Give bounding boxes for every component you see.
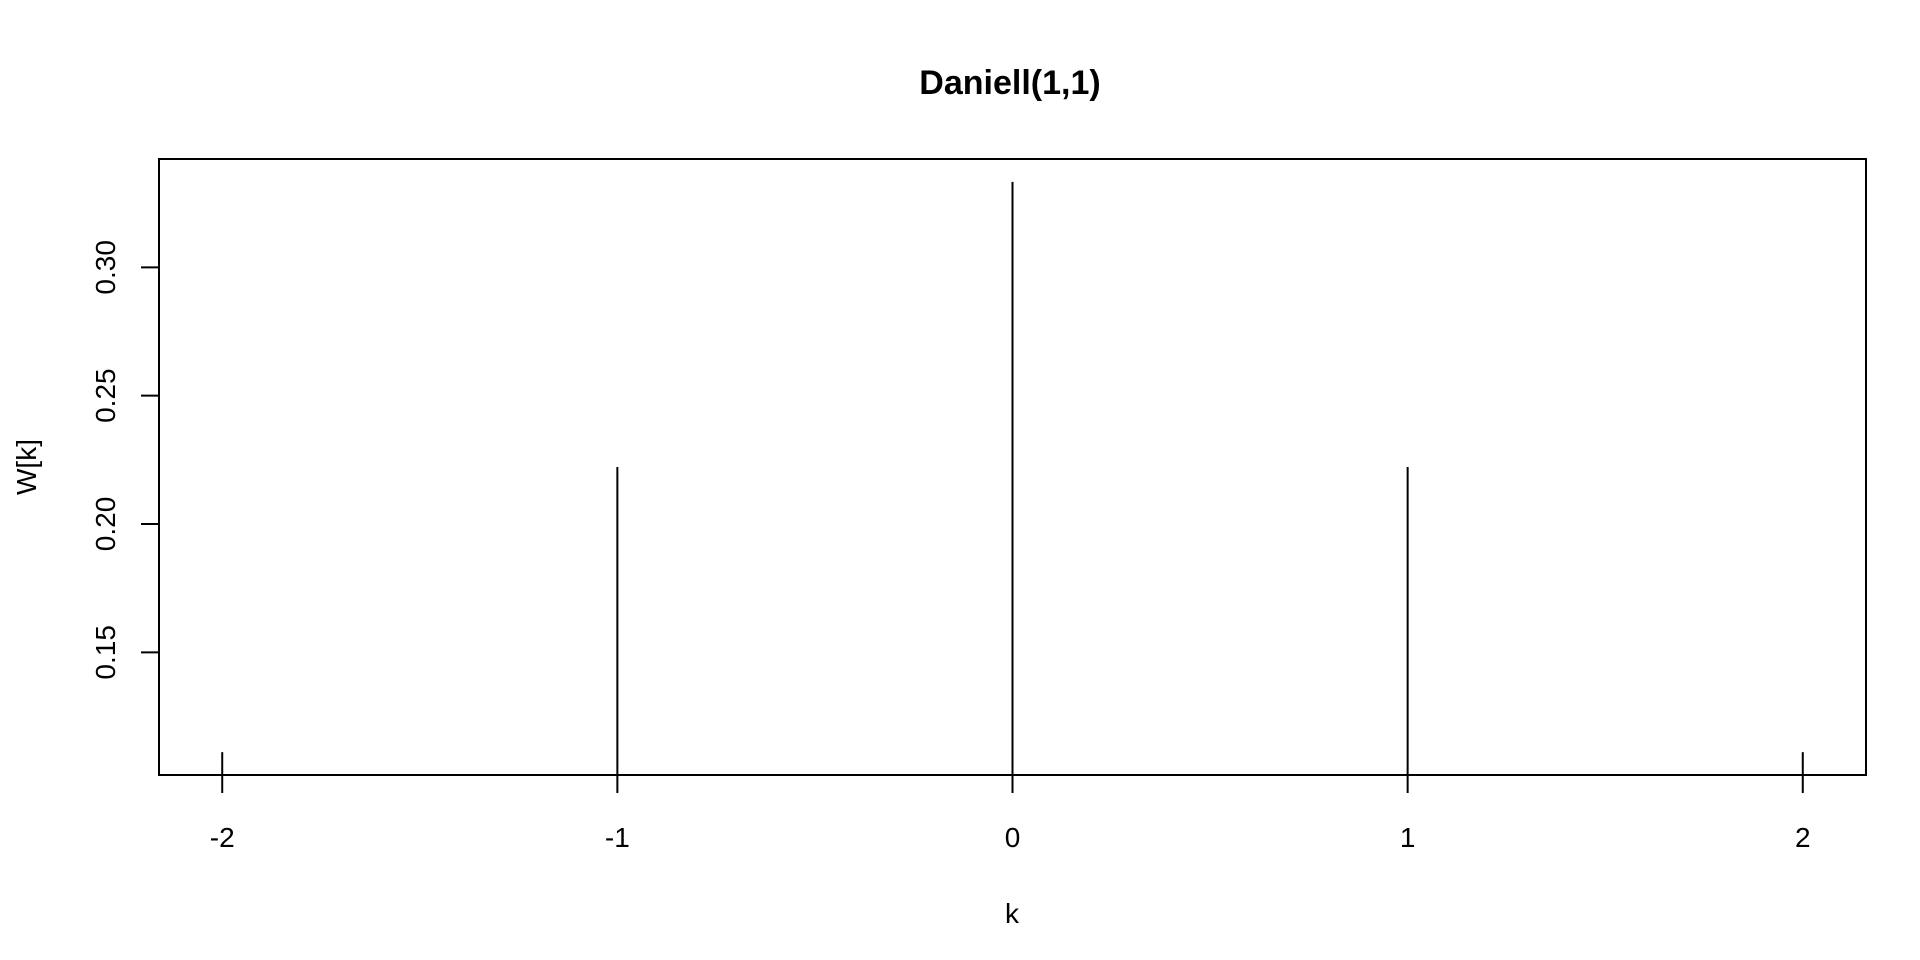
y-axis-title: W[k]: [11, 439, 42, 495]
x-tick-label: -1: [605, 822, 630, 853]
x-axis-title: k: [1005, 898, 1020, 929]
y-tick-label: 0.25: [90, 368, 121, 423]
y-tick-label: 0.15: [90, 625, 121, 680]
y-tick-label: 0.20: [90, 497, 121, 552]
y-axis: 0.15 0.20 0.25 0.30: [90, 240, 160, 680]
x-tick-label: 2: [1795, 822, 1811, 853]
x-tick-label: 1: [1400, 822, 1416, 853]
stem-series: [221, 181, 1804, 775]
chart-title: Daniell(1,1): [919, 64, 1100, 102]
x-tick-label: -2: [210, 822, 235, 853]
y-tick-label: 0.30: [90, 240, 121, 295]
x-tick-label: 0: [1005, 822, 1021, 853]
x-axis: -2 -1 0 1 2: [210, 774, 1811, 853]
